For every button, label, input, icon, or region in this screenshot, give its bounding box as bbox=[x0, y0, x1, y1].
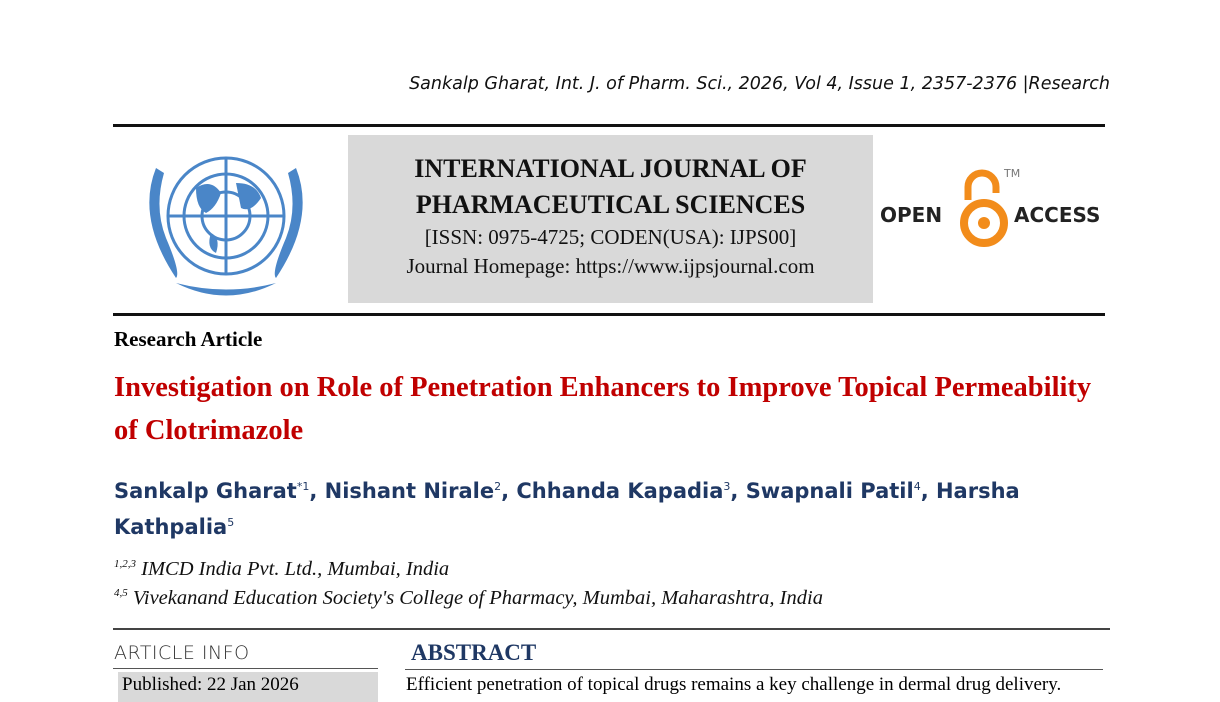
open-access-logo: OPEN TM ACCESS bbox=[880, 165, 1110, 255]
journal-title-box: INTERNATIONAL JOURNAL OF PHARMACEUTICAL … bbox=[348, 135, 873, 303]
affiliation: 1,2,3 IMCD India Pvt. Ltd., Mumbai, Indi… bbox=[114, 558, 450, 580]
author-list: Sankalp Gharat*1, Nishant Nirale2, Chhan… bbox=[114, 479, 1020, 539]
author: Nishant Nirale2 bbox=[324, 479, 502, 503]
author: Harsha Kathpalia5 bbox=[114, 479, 1020, 539]
affiliation: 4,5 Vivekanand Education Society's Colle… bbox=[114, 587, 823, 609]
journal-logo-emblem bbox=[149, 156, 303, 296]
abstract-text: Efficient penetration of topical drugs r… bbox=[406, 674, 1062, 695]
abstract-rule bbox=[405, 669, 1103, 670]
trademark: TM bbox=[1004, 167, 1021, 180]
article-type: Research Article bbox=[114, 327, 263, 351]
author: Chhanda Kapadia3 bbox=[516, 479, 731, 503]
citation-header: Sankalp Gharat, Int. J. of Pharm. Sci., … bbox=[409, 74, 1110, 94]
journal-name-line2: PHARMACEUTICAL SCIENCES bbox=[415, 190, 806, 219]
header-bottom-rule bbox=[113, 313, 1105, 316]
published-date: Published: 22 Jan 2026 bbox=[118, 672, 378, 702]
open-lock-icon bbox=[960, 169, 1008, 247]
author: Swapnali Patil4 bbox=[745, 479, 921, 503]
article-title: Investigation on Role of Penetration Enh… bbox=[114, 372, 1092, 446]
access-text: ACCESS bbox=[1014, 203, 1101, 227]
author: Sankalp Gharat*1 bbox=[114, 479, 310, 503]
open-text: OPEN bbox=[880, 203, 943, 227]
article-info-heading: ARTICLE INFO bbox=[114, 642, 250, 664]
journal-homepage[interactable]: Journal Homepage: https://www.ijpsjourna… bbox=[406, 254, 815, 278]
section-rule bbox=[113, 628, 1110, 630]
article-info-rule bbox=[113, 668, 378, 669]
abstract-heading: ABSTRACT bbox=[411, 640, 537, 665]
top-rule bbox=[113, 124, 1105, 127]
journal-issn: [ISSN: 0975-4725; CODEN(USA): IJPS00] bbox=[424, 225, 797, 249]
journal-name-line1: INTERNATIONAL JOURNAL OF bbox=[414, 154, 807, 183]
